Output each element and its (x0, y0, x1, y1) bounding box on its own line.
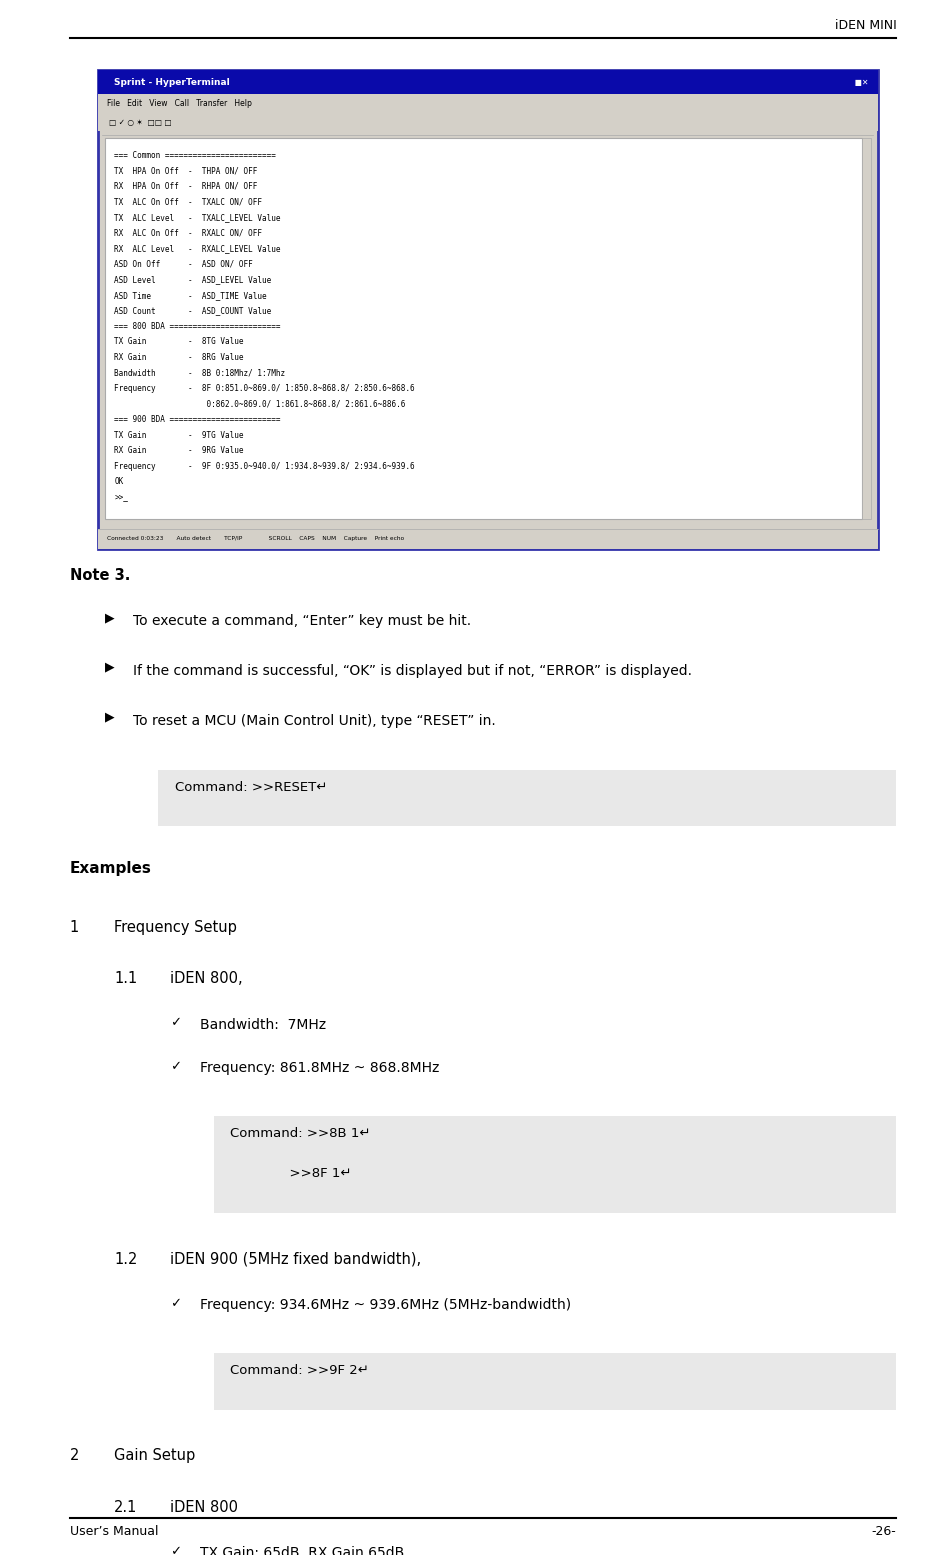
Text: ✓: ✓ (170, 1297, 181, 1309)
Text: TX Gain: 65dB, RX Gain 65dB: TX Gain: 65dB, RX Gain 65dB (200, 1547, 404, 1555)
Text: ✓: ✓ (170, 1546, 181, 1555)
Text: TX Gain         -  8TG Value: TX Gain - 8TG Value (114, 337, 243, 347)
Text: Gain Setup: Gain Setup (114, 1449, 195, 1463)
Text: Note 3.: Note 3. (70, 568, 130, 583)
Text: Frequency: 934.6MHz ~ 939.6MHz (5MHz-bandwidth): Frequency: 934.6MHz ~ 939.6MHz (5MHz-ban… (200, 1298, 570, 1312)
Text: Examples: Examples (70, 861, 151, 875)
Text: iDEN 800: iDEN 800 (170, 1501, 238, 1515)
Text: ASD Level       -  ASD_LEVEL Value: ASD Level - ASD_LEVEL Value (114, 275, 271, 285)
Bar (105, 138, 861, 519)
Text: Frequency       -  8F 0:851.0~869.0/ 1:850.8~868.8/ 2:850.6~868.6: Frequency - 8F 0:851.0~869.0/ 1:850.8~86… (114, 384, 415, 393)
Bar (97, 114, 877, 131)
Text: ✓: ✓ (170, 1061, 181, 1073)
Text: Connected 0:03:23       Auto detect       TCP/IP              SCROLL    CAPS    : Connected 0:03:23 Auto detect TCP/IP SCR… (107, 536, 404, 541)
Text: OK: OK (114, 477, 123, 487)
Bar (158, 770, 896, 827)
Text: iDEN 800,: iDEN 800, (170, 970, 242, 986)
Text: === 800 BDA ========================: === 800 BDA ======================== (114, 322, 280, 331)
Text: To execute a command, “Enter” key must be hit.: To execute a command, “Enter” key must b… (133, 614, 470, 628)
Text: 2: 2 (70, 1449, 79, 1463)
Bar (213, 1116, 896, 1213)
Bar (97, 529, 877, 549)
Text: Bandwidth       -  8B 0:18Mhz/ 1:7Mhz: Bandwidth - 8B 0:18Mhz/ 1:7Mhz (114, 369, 285, 378)
Text: RX  ALC On Off  -  RXALC ON/ OFF: RX ALC On Off - RXALC ON/ OFF (114, 229, 262, 238)
Text: □ ✓ ○ ✶  □□ □: □ ✓ ○ ✶ □□ □ (109, 118, 171, 126)
Bar (97, 70, 877, 93)
Text: iDEN 900 (5MHz fixed bandwidth),: iDEN 900 (5MHz fixed bandwidth), (170, 1252, 420, 1267)
Bar (97, 93, 877, 114)
Text: >>8F 1↵: >>8F 1↵ (230, 1168, 352, 1180)
Text: ✓: ✓ (170, 1017, 181, 1029)
Text: Frequency: 861.8MHz ~ 868.8MHz: Frequency: 861.8MHz ~ 868.8MHz (200, 1062, 439, 1076)
Text: File   Edit   View   Call   Transfer   Help: File Edit View Call Transfer Help (107, 100, 251, 109)
Text: TX  HPA On Off  -  THPA ON/ OFF: TX HPA On Off - THPA ON/ OFF (114, 166, 257, 176)
Text: Frequency       -  9F 0:935.0~940.0/ 1:934.8~939.8/ 2:934.6~939.6: Frequency - 9F 0:935.0~940.0/ 1:934.8~93… (114, 462, 415, 471)
Text: iDEN MINI: iDEN MINI (834, 19, 896, 31)
Text: RX Gain         -  8RG Value: RX Gain - 8RG Value (114, 353, 243, 362)
Text: ASD On Off      -  ASD ON/ OFF: ASD On Off - ASD ON/ OFF (114, 260, 252, 269)
Bar (213, 1353, 896, 1410)
Text: TX Gain         -  9TG Value: TX Gain - 9TG Value (114, 431, 243, 440)
Text: TX  ALC On Off  -  TXALC ON/ OFF: TX ALC On Off - TXALC ON/ OFF (114, 197, 262, 207)
Text: Sprint - HyperTerminal: Sprint - HyperTerminal (114, 78, 230, 87)
Text: Command: >>RESET↵: Command: >>RESET↵ (174, 781, 327, 793)
Text: Bandwidth:  7MHz: Bandwidth: 7MHz (200, 1019, 326, 1033)
Text: 1.1: 1.1 (114, 970, 137, 986)
Text: ▶: ▶ (105, 711, 114, 723)
Text: ■✕: ■✕ (849, 78, 868, 87)
Text: RX  ALC Level   -  RXALC_LEVEL Value: RX ALC Level - RXALC_LEVEL Value (114, 244, 280, 253)
Text: If the command is successful, “OK” is displayed but if not, “ERROR” is displayed: If the command is successful, “OK” is di… (133, 664, 691, 678)
Text: Frequency Setup: Frequency Setup (114, 921, 237, 935)
Text: 2.1: 2.1 (114, 1501, 137, 1515)
Text: ▶: ▶ (105, 611, 114, 624)
Bar (97, 70, 877, 549)
Text: === Common ========================: === Common ======================== (114, 151, 276, 160)
Text: RX  HPA On Off  -  RHPA ON/ OFF: RX HPA On Off - RHPA ON/ OFF (114, 182, 257, 191)
Text: To reset a MCU (Main Control Unit), type “RESET” in.: To reset a MCU (Main Control Unit), type… (133, 714, 495, 728)
Text: Command: >>8B 1↵: Command: >>8B 1↵ (230, 1127, 370, 1140)
Text: ASD Time        -  ASD_TIME Value: ASD Time - ASD_TIME Value (114, 291, 266, 300)
Text: Command: >>9F 2↵: Command: >>9F 2↵ (230, 1364, 368, 1376)
Text: RX Gain         -  9RG Value: RX Gain - 9RG Value (114, 446, 243, 456)
Text: 1: 1 (70, 921, 79, 935)
Text: ASD Count       -  ASD_COUNT Value: ASD Count - ASD_COUNT Value (114, 306, 271, 316)
Text: TX  ALC Level   -  TXALC_LEVEL Value: TX ALC Level - TXALC_LEVEL Value (114, 213, 280, 222)
Text: === 900 BDA ========================: === 900 BDA ======================== (114, 415, 280, 425)
Text: User’s Manual: User’s Manual (70, 1524, 158, 1538)
Text: >>_: >>_ (114, 493, 128, 502)
Text: ▶: ▶ (105, 661, 114, 673)
Text: 0:862.0~869.0/ 1:861.8~868.8/ 2:861.6~886.6: 0:862.0~869.0/ 1:861.8~868.8/ 2:861.6~88… (114, 400, 406, 409)
Text: -26-: -26- (870, 1524, 896, 1538)
Bar (861, 138, 870, 519)
Text: 1.2: 1.2 (114, 1252, 137, 1267)
